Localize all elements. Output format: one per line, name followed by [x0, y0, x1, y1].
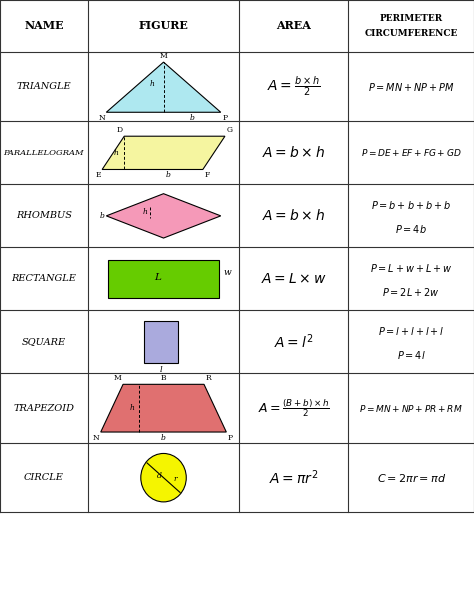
Text: $P=MN+NP+PR+RM$: $P=MN+NP+PR+RM$ — [359, 403, 463, 413]
Text: M: M — [114, 374, 122, 382]
Text: b: b — [100, 212, 105, 220]
Text: $C = 2\pi r = \pi d$: $C = 2\pi r = \pi d$ — [376, 472, 446, 484]
Text: $P=DE+EF+FG+GD$: $P=DE+EF+FG+GD$ — [361, 147, 462, 158]
Text: b: b — [190, 114, 194, 122]
Text: D: D — [117, 127, 123, 134]
Text: $A = b \times h$: $A = b \times h$ — [263, 145, 325, 160]
Text: h: h — [143, 209, 147, 216]
Text: PERIMETER
CIRCUMFERENCE: PERIMETER CIRCUMFERENCE — [365, 14, 458, 38]
Text: R: R — [205, 374, 211, 382]
Text: r: r — [173, 475, 177, 484]
Polygon shape — [102, 136, 225, 170]
Text: $A = l^{2}$: $A = l^{2}$ — [274, 333, 314, 351]
Text: h: h — [114, 149, 118, 157]
Text: $P = 4b$: $P = 4b$ — [395, 223, 427, 235]
Text: F: F — [204, 171, 210, 179]
Text: L: L — [155, 273, 161, 282]
Polygon shape — [106, 62, 221, 112]
Text: CIRCLE: CIRCLE — [24, 473, 64, 482]
Text: RECTANGLE: RECTANGLE — [11, 274, 76, 283]
Ellipse shape — [141, 454, 186, 502]
Text: NAME: NAME — [24, 21, 64, 31]
Text: $P = 4l$: $P = 4l$ — [397, 349, 426, 361]
Text: $P=MN+NP+PM$: $P=MN+NP+PM$ — [368, 81, 455, 92]
Text: d: d — [157, 472, 162, 480]
Text: N: N — [92, 434, 100, 442]
Text: w: w — [223, 267, 231, 277]
Bar — [144, 321, 178, 363]
Text: $P = l+l+l+l$: $P = l+l+l+l$ — [378, 325, 445, 337]
Text: M: M — [160, 52, 167, 60]
Bar — [108, 260, 219, 298]
Text: $A = \pi r^{2}$: $A = \pi r^{2}$ — [269, 468, 319, 487]
Text: E: E — [95, 171, 100, 179]
Text: h: h — [129, 404, 135, 412]
Text: $A = L \times w$: $A = L \times w$ — [261, 272, 327, 286]
Text: AREA: AREA — [276, 21, 311, 31]
Text: TRAPEZOID: TRAPEZOID — [13, 403, 74, 413]
Text: h: h — [150, 80, 155, 88]
Text: N: N — [98, 114, 105, 122]
Text: $A = \frac{b \times h}{2}$: $A = \frac{b \times h}{2}$ — [267, 75, 320, 98]
Text: RHOMBUS: RHOMBUS — [16, 211, 72, 220]
Text: b: b — [166, 171, 171, 179]
Text: TRIANGLE: TRIANGLE — [17, 82, 71, 91]
Text: B: B — [161, 374, 166, 382]
Text: SQUARE: SQUARE — [22, 337, 66, 346]
Polygon shape — [101, 385, 226, 432]
Text: $A = b \times h$: $A = b \times h$ — [263, 209, 325, 223]
Text: $P = b+b+b+b$: $P = b+b+b+b$ — [371, 199, 451, 211]
Text: $P = L+w+L+w$: $P = L+w+L+w$ — [370, 262, 453, 274]
Text: P: P — [222, 114, 228, 122]
Text: $A = \frac{(B+b) \times h}{2}$: $A = \frac{(B+b) \times h}{2}$ — [258, 397, 330, 419]
Text: b: b — [161, 434, 166, 442]
Text: l: l — [160, 366, 162, 373]
Text: FIGURE: FIGURE — [138, 21, 189, 31]
Text: PARALLELOGRAM: PARALLELOGRAM — [3, 149, 84, 157]
Text: P: P — [228, 434, 233, 442]
Polygon shape — [106, 194, 221, 238]
Text: G: G — [227, 127, 232, 134]
Text: $P = 2L+2w$: $P = 2L+2w$ — [383, 286, 440, 298]
